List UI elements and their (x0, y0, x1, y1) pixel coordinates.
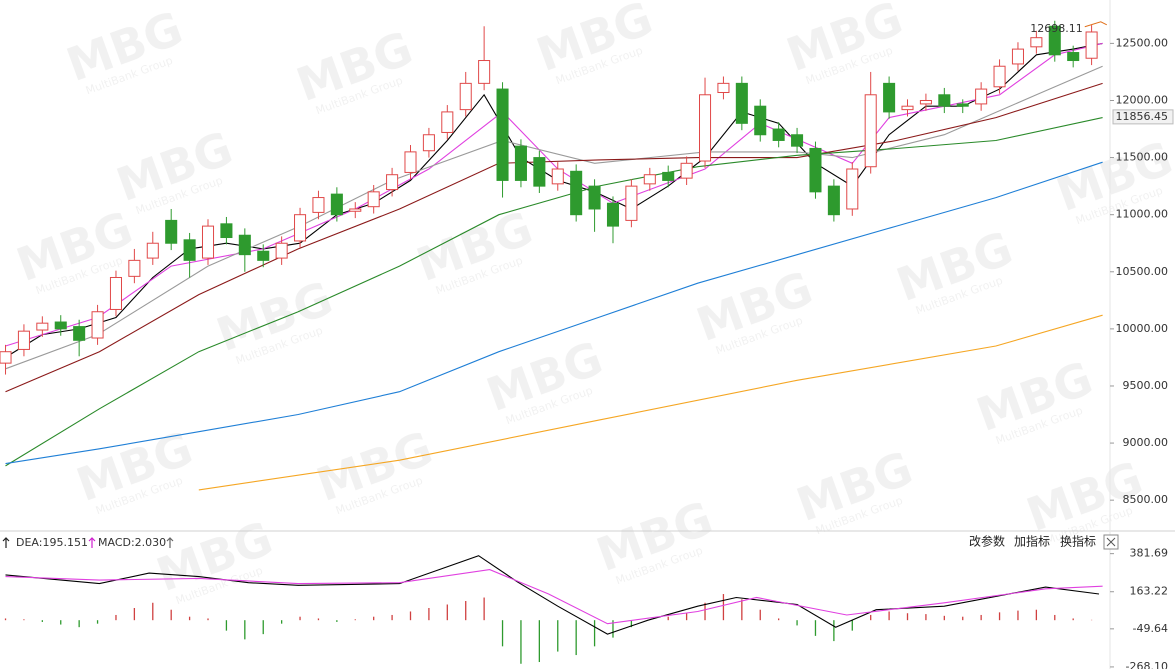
candle-body (883, 82, 896, 113)
candle-body (901, 105, 914, 111)
candle-body (551, 168, 564, 185)
candle-body (73, 326, 86, 341)
candle-body (606, 202, 620, 227)
close-button[interactable] (1103, 534, 1119, 550)
candle-body (165, 219, 178, 244)
y-tick-label: 12500.00 (1116, 36, 1169, 49)
candle-body (570, 170, 583, 216)
candle-body (735, 82, 748, 124)
annotation: 12698.11 (1030, 22, 1083, 35)
candle-body (0, 351, 12, 364)
legend-entry: DEA:195.151 (16, 536, 88, 549)
toolbar-button[interactable]: 改参数 (969, 534, 1005, 549)
candle-body (220, 223, 233, 239)
candle-body (496, 88, 509, 181)
candle-body (91, 311, 104, 339)
toolbar-button[interactable]: 加指标 (1014, 534, 1050, 549)
candle-body (128, 259, 141, 277)
legend-arrows (2, 537, 174, 548)
price-label: 11856.45 (1116, 110, 1169, 123)
y-tick-label: 9000.00 (1123, 436, 1169, 449)
candle-body (146, 242, 159, 259)
y-tick-label: 10500.00 (1116, 265, 1169, 278)
indicator-line (5, 117, 1103, 467)
arrow-icon (166, 537, 174, 548)
candle-body (54, 321, 67, 330)
candle-body (993, 65, 1006, 88)
indicator-line (5, 569, 1103, 625)
candle-body (1011, 48, 1024, 65)
candle-body (625, 185, 638, 221)
candle-body (1048, 25, 1061, 56)
candle-body (1085, 31, 1098, 59)
y-tick-label: 8500.00 (1123, 493, 1169, 506)
candle-body (386, 174, 399, 191)
y-tick-label: 10000.00 (1116, 322, 1169, 335)
price-label-box (1112, 109, 1174, 125)
arrow-icon (88, 537, 96, 548)
y-tick-label: 163.22 (1130, 585, 1169, 598)
candle-body (1067, 52, 1080, 62)
candle-body (275, 242, 288, 259)
candle-body (257, 250, 270, 261)
candle-body (754, 105, 767, 136)
indicator-line (5, 82, 1103, 393)
candle-body (956, 103, 969, 107)
candle-body (183, 239, 196, 261)
candle-body (662, 171, 675, 181)
candle-body (846, 168, 859, 210)
candle-body (404, 151, 417, 173)
y-tick-label: 11500.00 (1116, 151, 1169, 164)
candle-body (478, 60, 491, 84)
toolbar-button[interactable]: 换指标 (1060, 534, 1096, 549)
candle-body (680, 162, 693, 179)
indicator-line (5, 161, 1103, 465)
candle-body (772, 128, 785, 141)
candle-body (1030, 37, 1043, 48)
y-tick-label: 12000.00 (1116, 93, 1169, 106)
candle-body (699, 94, 712, 162)
candle-body (441, 111, 454, 133)
candle-body (459, 82, 472, 111)
candle-body (330, 193, 343, 216)
candle-body (238, 234, 251, 256)
candle-body (791, 134, 804, 147)
candle-body (349, 208, 362, 212)
candle-body (975, 88, 988, 105)
candle-body (201, 225, 215, 259)
candle-body (588, 185, 601, 210)
y-tick-label: 11000.00 (1116, 208, 1169, 221)
candle-body (36, 322, 49, 331)
candle-body (533, 157, 546, 187)
y-tick-label: -268.10 (1126, 660, 1168, 669)
candle-body (109, 276, 122, 310)
annotation-arrow (1084, 21, 1108, 28)
candle-body (367, 191, 380, 208)
candle-body (17, 330, 30, 350)
candle-body (864, 94, 877, 168)
candle-body (809, 147, 822, 193)
candle-body (827, 185, 840, 216)
indicator-line (5, 65, 1103, 370)
candle-body (643, 174, 656, 185)
candle-body (938, 94, 951, 107)
indicator-line (198, 314, 1103, 491)
legend-entry: MACD:2.030 (98, 536, 166, 549)
candle-body (717, 82, 730, 93)
candle-body (514, 145, 527, 181)
candle-body (919, 99, 932, 105)
candle-body (422, 134, 435, 152)
y-tick-label: 381.69 (1130, 547, 1169, 560)
arrow-icon (2, 537, 10, 548)
candle-body (312, 197, 325, 213)
y-tick-label: 9500.00 (1123, 379, 1169, 392)
candle-body (294, 214, 307, 242)
y-tick-label: -49.64 (1133, 622, 1168, 635)
